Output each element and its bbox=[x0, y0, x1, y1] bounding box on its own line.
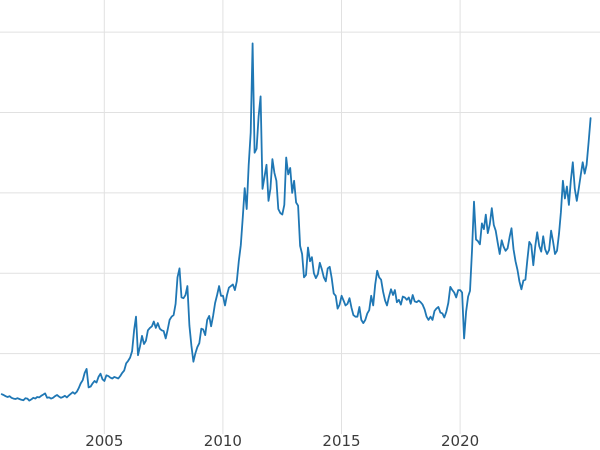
x-axis-tick-labels: 2005 2010 2015 2020 bbox=[85, 432, 479, 450]
x-tick-label: 2015 bbox=[322, 432, 360, 450]
x-tick-label: 2020 bbox=[441, 432, 479, 450]
x-tick-label: 2010 bbox=[204, 432, 242, 450]
price-series-line bbox=[0, 42, 592, 402]
gridlines bbox=[0, 0, 600, 434]
x-tick-label: 2005 bbox=[85, 432, 123, 450]
